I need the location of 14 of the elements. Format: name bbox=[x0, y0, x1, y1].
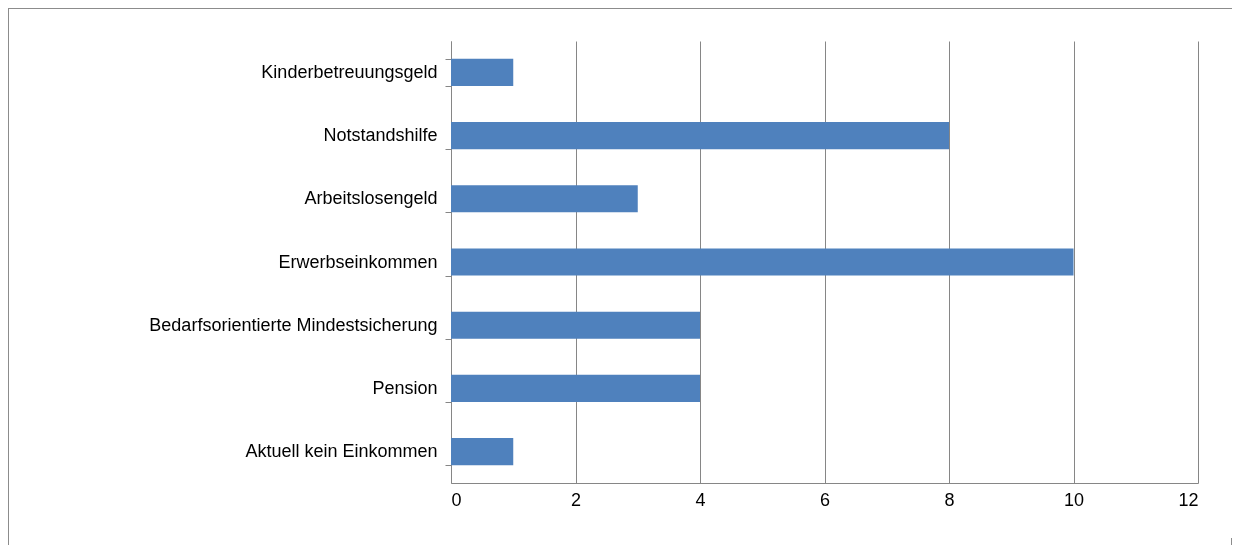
y-tick-label: Notstandshilfe bbox=[323, 125, 438, 146]
x-tick-label: 12 bbox=[1178, 489, 1199, 510]
x-tick-label: 0 bbox=[451, 489, 462, 510]
y-tick-label: Pension bbox=[372, 377, 438, 398]
y-tick-label: Kinderbetreuungsgeld bbox=[261, 61, 438, 82]
x-tick-label: 6 bbox=[819, 489, 831, 510]
y-tick-label: Arbeitslosengeld bbox=[304, 188, 438, 209]
y-tick-label: Bedarfsorientierte Mindestsicherung bbox=[149, 314, 438, 335]
x-tick-label: 4 bbox=[695, 489, 706, 510]
y-tick-label: Erwerbseinkommen bbox=[278, 251, 438, 272]
x-tick-label: 10 bbox=[1063, 489, 1085, 510]
x-tick-label: 8 bbox=[944, 489, 955, 510]
x-tick-label: 2 bbox=[570, 489, 582, 510]
y-tick-label: Aktuell kein Einkommen bbox=[245, 441, 438, 462]
